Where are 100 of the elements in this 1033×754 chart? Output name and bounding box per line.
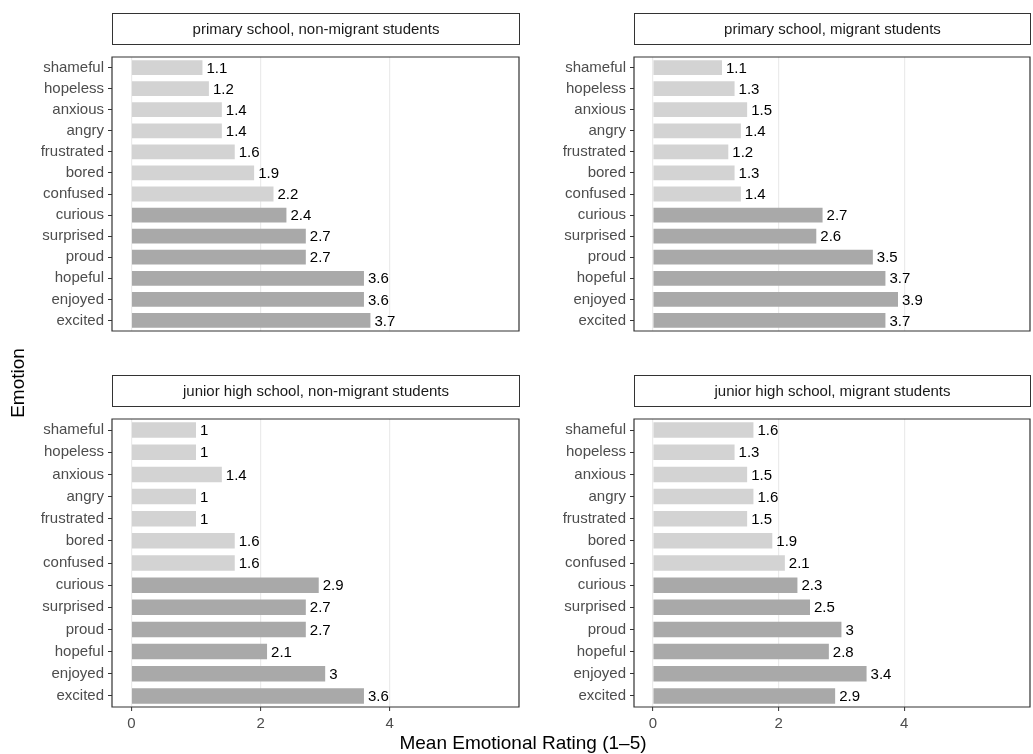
data-label: 3.9 (902, 290, 923, 308)
bar (653, 228, 817, 244)
bar (653, 444, 735, 460)
bar (131, 643, 268, 660)
x-tick-label: 4 (900, 714, 909, 732)
data-label: 1.3 (738, 79, 760, 97)
data-label: 2.7 (309, 227, 331, 245)
data-label: 2.5 (814, 598, 835, 616)
y-tick-label: confused (565, 553, 626, 571)
data-label: 1.9 (258, 164, 279, 182)
bar (131, 688, 364, 704)
y-tick-label: hopeless (565, 442, 626, 460)
bar (131, 270, 364, 286)
bar (131, 123, 222, 139)
bar (131, 533, 235, 549)
bar (131, 144, 235, 160)
y-tick-label: enjoyed (573, 663, 626, 681)
bar (653, 510, 748, 527)
y-tick-label: enjoyed (573, 289, 626, 307)
y-tick-label: angry (66, 120, 105, 138)
chart-title: junior high school, migrant students (634, 375, 1031, 407)
bar (131, 422, 196, 438)
y-tick-label: excited (578, 686, 626, 704)
data-label: 3.4 (870, 664, 892, 682)
y-tick-label: proud (65, 619, 104, 637)
data-label: 2.1 (271, 642, 292, 660)
x-tick-label: 0 (648, 714, 658, 732)
y-tick-label: shameful (43, 57, 104, 75)
data-label: 1.6 (238, 554, 260, 572)
data-label: 1.6 (238, 531, 260, 549)
bar (653, 249, 873, 265)
data-label: 1.6 (238, 142, 260, 160)
bar (653, 144, 729, 160)
bar (653, 186, 741, 202)
chart-title: junior high school, non-migrant students (112, 375, 520, 407)
bar (131, 510, 196, 527)
y-axis-title: Emotion (7, 347, 29, 420)
y-tick-label: anxious (574, 99, 626, 117)
data-label: 2.9 (839, 687, 860, 705)
data-label: 2.1 (788, 554, 810, 572)
data-label: 3.7 (374, 311, 396, 329)
y-tick-label: proud (587, 619, 626, 637)
y-tick-label: frustrated (40, 508, 104, 526)
chart-title: primary school, migrant students (634, 13, 1031, 45)
bar (131, 621, 306, 638)
bar (653, 466, 748, 483)
data-label: 2.4 (290, 206, 312, 224)
data-label: 1.4 (225, 121, 247, 139)
y-tick-label: confused (565, 184, 626, 202)
y-tick-label: frustrated (562, 508, 626, 526)
y-tick-label: hopeful (54, 268, 104, 286)
bar (653, 533, 773, 549)
y-tick-label: angry (588, 486, 627, 504)
y-tick-label: proud (587, 247, 626, 265)
data-label: 1.5 (751, 509, 772, 527)
y-tick-label: curious (55, 575, 104, 593)
data-label: 1.4 (744, 121, 766, 139)
bar (653, 123, 741, 139)
data-label: 1.2 (732, 142, 754, 160)
y-tick-label: hopeless (565, 78, 626, 96)
y-tick-label: shameful (43, 420, 104, 438)
bar (131, 102, 222, 118)
bar (653, 60, 722, 75)
y-tick-label: hopeful (54, 641, 104, 659)
y-tick-label: bored (587, 530, 626, 548)
y-tick-label: enjoyed (51, 289, 104, 307)
y-tick-label: curious (55, 205, 104, 223)
y-tick-label: anxious (574, 464, 626, 482)
y-tick-label: frustrated (40, 141, 104, 159)
y-tick-label: proud (65, 247, 104, 265)
y-tick-label: angry (66, 486, 105, 504)
data-label: 3.6 (367, 290, 389, 308)
y-tick-label: excited (578, 310, 626, 328)
bar (653, 422, 754, 438)
y-tick-label: bored (65, 163, 104, 181)
y-tick-label: anxious (52, 99, 104, 117)
bar (653, 313, 886, 328)
bar (653, 270, 886, 286)
x-tick-label: 0 (127, 714, 136, 732)
data-label: 2.6 (820, 227, 842, 245)
data-label: 1.9 (776, 531, 798, 549)
bar (131, 81, 209, 96)
data-label: 3.6 (367, 687, 389, 705)
data-label: 1.6 (757, 487, 779, 505)
chart-title: primary school, non-migrant students (112, 13, 520, 45)
data-label: 1.1 (726, 58, 747, 76)
y-tick-label: bored (65, 530, 104, 548)
bar (131, 207, 287, 223)
bar (653, 688, 836, 704)
y-tick-label: excited (56, 310, 104, 328)
y-tick-label: anxious (52, 464, 104, 482)
bar (653, 207, 823, 223)
y-tick-label: enjoyed (51, 663, 104, 681)
data-label: 1.5 (751, 100, 772, 118)
y-tick-label: angry (588, 120, 627, 138)
y-tick-label: surprised (42, 597, 104, 615)
bar (131, 666, 326, 682)
y-tick-label: curious (577, 575, 626, 593)
data-label: 2.9 (322, 576, 344, 594)
data-label: 3 (329, 664, 338, 682)
